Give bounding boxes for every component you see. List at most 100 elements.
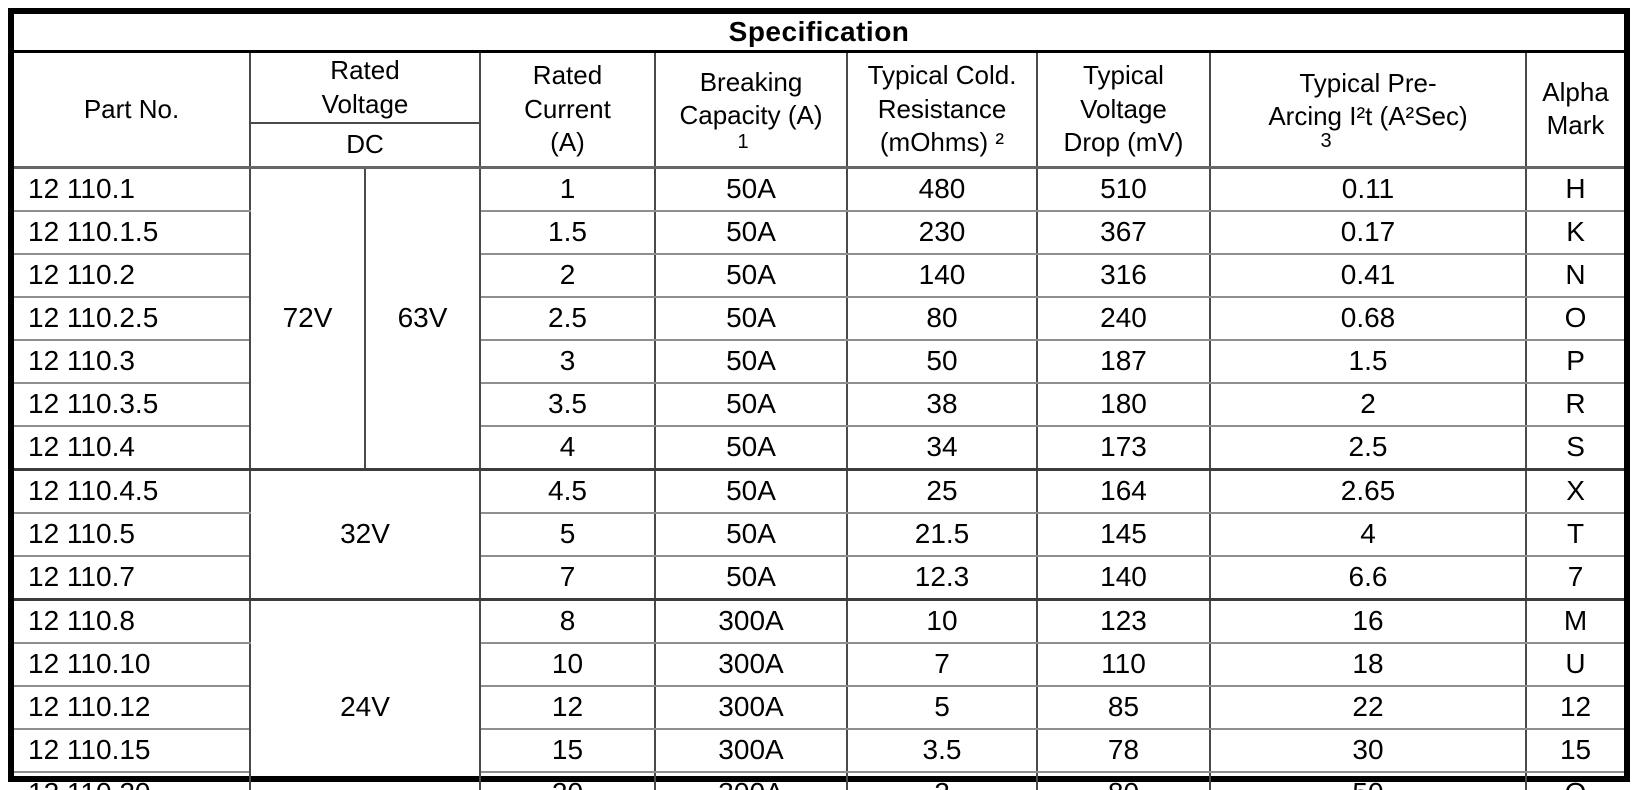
cold-resistance-cell: 230 (846, 209, 1038, 255)
spec-row: 12 110.7 7 50A 12.3 140 6.6 7 (14, 554, 1625, 601)
breaking-capacity-cell: 50A (654, 338, 848, 384)
part-no-cell: 12 110.3.5 (14, 381, 251, 427)
voltage-drop-cell: 240 (1036, 295, 1211, 341)
voltage-drop-cell: 145 (1036, 511, 1211, 557)
rated-current-cell: 10 (479, 641, 656, 687)
rated-current-cell: 2.5 (479, 295, 656, 341)
cold-resistance-cell: 25 (846, 467, 1038, 514)
pre-arcing-cell: 16 (1209, 597, 1527, 644)
spec-row: 12 110.10 10 300A 7 110 18 U (14, 641, 1625, 687)
spec-row: 12 110.8 24V 8 300A 10 123 16 M (14, 597, 1625, 790)
breaking-capacity-cell: 50A (654, 381, 848, 427)
breaking-capacity-cell: 50A (654, 424, 848, 471)
pre-arcing-cell: 18 (1209, 641, 1527, 687)
part-no-cell: 12 110.2 (14, 252, 251, 298)
pre-arcing-cell: 2.65 (1209, 467, 1527, 514)
spec-row: 12 110.3 3 50A 50 187 1.5 P (14, 338, 1625, 384)
alpha-mark-cell: 12 (1524, 684, 1625, 730)
part-no-cell: 12 110.15 (14, 727, 251, 773)
table-title: Specification (14, 14, 1625, 53)
footnote-marker-3: 3 (1320, 129, 1332, 152)
title-row: Specification (14, 14, 1625, 53)
pre-arcing-cell: 6.6 (1209, 554, 1527, 601)
part-no-cell: 12 110.3 (14, 338, 251, 384)
part-no-cell: 12 110.4.5 (14, 467, 251, 514)
alpha-mark-cell: T (1524, 511, 1625, 557)
part-no-cell: 12 110.1.5 (14, 209, 251, 255)
voltage-drop-cell: 123 (1036, 597, 1211, 644)
rated-current-cell: 1.5 (479, 209, 656, 255)
col-header-breaking-capacity: Breaking Capacity (A) 1 (654, 51, 848, 169)
alpha-mark-cell: P (1524, 338, 1625, 384)
rated-current-cell: 1 (479, 166, 656, 212)
alpha-mark-cell: M (1524, 597, 1625, 644)
breaking-capacity-cell: 50A (654, 511, 848, 557)
pre-arcing-label: Typical Pre- Arcing I²t (A²Sec) (1268, 68, 1468, 132)
cold-resistance-cell: 10 (846, 597, 1038, 644)
col-header-pre-arcing: Typical Pre- Arcing I²t (A²Sec) 3 (1209, 51, 1527, 169)
part-no-cell: 12 110.4 (14, 424, 251, 471)
rated-current-cell: 7 (479, 554, 656, 601)
spec-row: 12 110.3.5 3.5 50A 38 180 2 R (14, 381, 1625, 427)
col-header-rated-current: Rated Current (A) (479, 51, 656, 169)
voltage-32v-cell: 32V (249, 467, 481, 601)
part-no-cell: 12 110.5 (14, 511, 251, 557)
alpha-mark-cell: S (1524, 424, 1625, 471)
spec-row: 12 110.1.5 1.5 50A 230 367 0.17 K (14, 209, 1625, 255)
pre-arcing-cell: 1.5 (1209, 338, 1527, 384)
pre-arcing-cell: 30 (1209, 727, 1527, 773)
header-row-1: Part No. Rated Voltage Rated Current (A)… (14, 51, 1625, 169)
voltage-drop-cell: 80 (1036, 770, 1211, 790)
breaking-capacity-cell: 300A (654, 597, 848, 644)
breaking-capacity-label: Breaking Capacity (A) (679, 66, 823, 130)
breaking-capacity-cell: 50A (654, 166, 848, 212)
voltage-drop-cell: 367 (1036, 209, 1211, 255)
part-no-cell: 12 110.8 (14, 597, 251, 644)
breaking-capacity-cell: 300A (654, 641, 848, 687)
alpha-mark-cell: Q (1524, 770, 1625, 790)
voltage-drop-cell: 85 (1036, 684, 1211, 730)
spec-row: 12 110.2 2 50A 140 316 0.41 N (14, 252, 1625, 298)
rated-current-cell: 4 (479, 424, 656, 471)
cold-resistance-cell: 480 (846, 166, 1038, 212)
rated-current-cell: 12 (479, 684, 656, 730)
col-header-dc: DC (250, 123, 480, 169)
voltage-drop-cell: 180 (1036, 381, 1211, 427)
pre-arcing-cell: 0.11 (1209, 166, 1527, 212)
rated-current-cell: 3 (479, 338, 656, 384)
pre-arcing-cell: 22 (1209, 684, 1527, 730)
col-header-alpha-mark: Alpha Mark (1524, 51, 1625, 169)
breaking-capacity-cell: 50A (654, 295, 848, 341)
col-header-cold-resistance: Typical Cold. Resistance (mOhms) ² (846, 51, 1038, 169)
spec-row: 12 110.20 20 300A 2 80 50 Q (14, 770, 1625, 790)
part-no-cell: 12 110.12 (14, 684, 251, 730)
voltage-drop-cell: 164 (1036, 467, 1211, 514)
alpha-mark-cell: H (1524, 166, 1625, 212)
part-no-cell: 12 110.2.5 (14, 295, 251, 341)
alpha-mark-cell: X (1524, 467, 1625, 514)
part-no-cell: 12 110.7 (14, 554, 251, 601)
voltage-drop-cell: 510 (1036, 166, 1211, 212)
cold-resistance-cell: 2 (846, 770, 1038, 790)
breaking-capacity-cell: 50A (654, 467, 848, 514)
pre-arcing-cell: 2.5 (1209, 424, 1527, 471)
spec-row: 12 110.1 72V 63V 1 50A 480 510 0.11 H (14, 166, 1625, 471)
alpha-mark-cell: R (1524, 381, 1625, 427)
alpha-mark-cell: U (1524, 641, 1625, 687)
part-no-cell: 12 110.20 (14, 770, 251, 790)
footnote-marker-1: 1 (737, 131, 749, 154)
spec-row: 12 110.15 15 300A 3.5 78 30 15 (14, 727, 1625, 773)
pre-arcing-cell: 50 (1209, 770, 1527, 790)
spec-row: 12 110.5 5 50A 21.5 145 4 T (14, 511, 1625, 557)
header-row-2: DC (14, 123, 1624, 169)
rated-current-cell: 2 (479, 252, 656, 298)
cold-resistance-cell: 140 (846, 252, 1038, 298)
pre-arcing-cell: 0.17 (1209, 209, 1527, 255)
voltage-drop-cell: 187 (1036, 338, 1211, 384)
cold-resistance-cell: 80 (846, 295, 1038, 341)
pre-arcing-cell: 0.41 (1209, 252, 1527, 298)
specification-table: Specification Part No. Rated Voltage Rat… (14, 14, 1625, 790)
alpha-mark-cell: 7 (1524, 554, 1625, 601)
cold-resistance-cell: 7 (846, 641, 1038, 687)
voltage-drop-cell: 173 (1036, 424, 1211, 471)
